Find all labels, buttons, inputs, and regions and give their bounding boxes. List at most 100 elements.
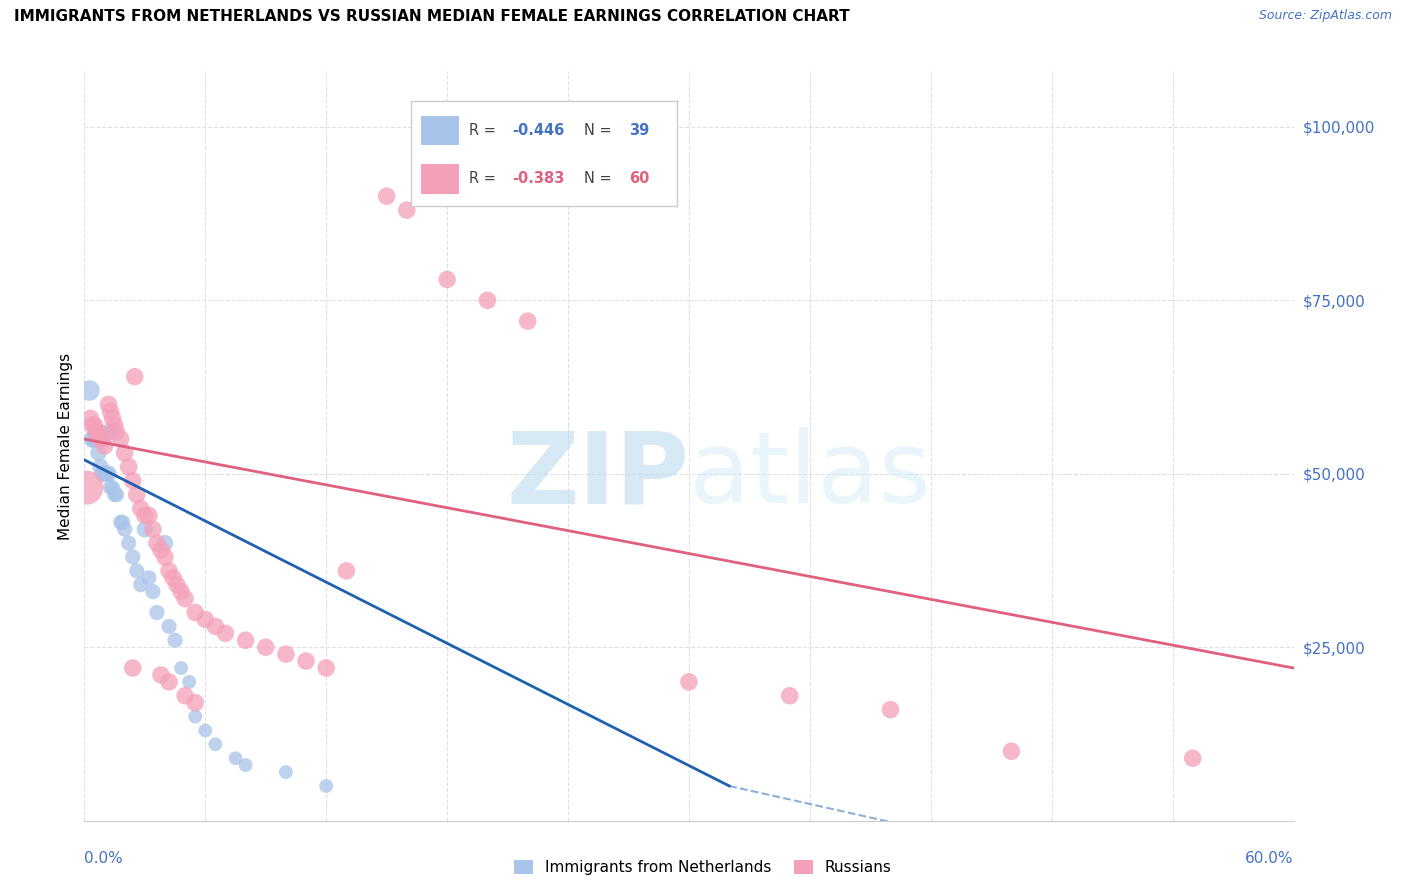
Point xyxy=(125,487,148,501)
Point xyxy=(204,619,226,633)
Point xyxy=(194,612,217,626)
Point xyxy=(97,467,120,481)
Point xyxy=(75,481,97,495)
Point xyxy=(89,432,111,446)
Text: atlas: atlas xyxy=(689,427,931,524)
Point xyxy=(82,432,104,446)
Point xyxy=(678,674,700,689)
Point xyxy=(91,432,114,446)
Point xyxy=(165,633,187,648)
Point xyxy=(129,501,152,516)
Point xyxy=(295,654,318,668)
Point xyxy=(157,619,180,633)
Point xyxy=(101,481,124,495)
Point xyxy=(174,689,197,703)
Point xyxy=(162,571,184,585)
Point xyxy=(274,765,297,780)
Point xyxy=(101,425,124,439)
Point xyxy=(153,549,176,564)
Point xyxy=(111,516,134,530)
Text: 60.0%: 60.0% xyxy=(1246,851,1294,865)
Point xyxy=(184,709,207,723)
Point xyxy=(166,578,188,592)
Point xyxy=(1000,744,1022,758)
Point xyxy=(114,522,136,536)
Point xyxy=(83,432,105,446)
Point xyxy=(204,737,226,751)
Point xyxy=(100,481,122,495)
Point xyxy=(142,584,165,599)
Point xyxy=(274,647,297,661)
Point xyxy=(118,536,141,550)
Point xyxy=(96,467,118,481)
Point xyxy=(121,549,143,564)
Point xyxy=(157,564,180,578)
Point xyxy=(129,578,152,592)
Point xyxy=(134,508,156,523)
Point xyxy=(86,432,108,446)
Point xyxy=(436,272,458,286)
Point xyxy=(879,703,901,717)
Point xyxy=(87,425,110,439)
Point xyxy=(235,633,257,648)
Point xyxy=(1181,751,1204,765)
Point xyxy=(121,661,143,675)
Point xyxy=(110,516,132,530)
Point xyxy=(516,314,538,328)
Point xyxy=(93,467,115,481)
Point xyxy=(184,696,207,710)
Legend: Immigrants from Netherlands, Russians: Immigrants from Netherlands, Russians xyxy=(515,861,891,875)
Point xyxy=(315,661,337,675)
Point xyxy=(149,543,172,558)
Point xyxy=(121,474,143,488)
Point xyxy=(104,418,127,433)
Point xyxy=(89,459,111,474)
Point xyxy=(100,404,122,418)
Point xyxy=(105,425,128,439)
Point xyxy=(375,189,398,203)
Text: 0.0%: 0.0% xyxy=(84,851,124,865)
Point xyxy=(214,626,236,640)
Point xyxy=(97,397,120,411)
Point xyxy=(146,536,169,550)
Point xyxy=(138,571,160,585)
Text: IMMIGRANTS FROM NETHERLANDS VS RUSSIAN MEDIAN FEMALE EARNINGS CORRELATION CHART: IMMIGRANTS FROM NETHERLANDS VS RUSSIAN M… xyxy=(14,9,849,24)
Text: Source: ZipAtlas.com: Source: ZipAtlas.com xyxy=(1258,9,1392,22)
Point xyxy=(105,487,128,501)
Point xyxy=(779,689,801,703)
Point xyxy=(79,384,101,398)
Point xyxy=(170,661,193,675)
Point xyxy=(235,758,257,772)
Point xyxy=(91,467,114,481)
Point xyxy=(149,668,172,682)
Point xyxy=(315,779,337,793)
Point xyxy=(254,640,277,655)
Point xyxy=(124,369,146,384)
Point xyxy=(118,459,141,474)
Point xyxy=(134,522,156,536)
Point xyxy=(83,418,105,433)
Point xyxy=(146,606,169,620)
Point xyxy=(335,564,357,578)
Point xyxy=(170,584,193,599)
Point xyxy=(194,723,217,738)
Point xyxy=(138,508,160,523)
Text: ZIP: ZIP xyxy=(506,427,689,524)
Point xyxy=(114,446,136,460)
Point xyxy=(225,751,247,765)
Point xyxy=(153,536,176,550)
Point xyxy=(477,293,499,308)
Point xyxy=(97,425,120,439)
Point xyxy=(79,411,101,425)
Point xyxy=(101,411,124,425)
Point xyxy=(86,425,108,439)
Point xyxy=(125,564,148,578)
Y-axis label: Median Female Earnings: Median Female Earnings xyxy=(58,352,73,540)
Point xyxy=(157,674,180,689)
Point xyxy=(93,439,115,453)
Point xyxy=(179,674,201,689)
Point xyxy=(395,203,418,218)
Point xyxy=(174,591,197,606)
Point xyxy=(87,446,110,460)
Point xyxy=(142,522,165,536)
